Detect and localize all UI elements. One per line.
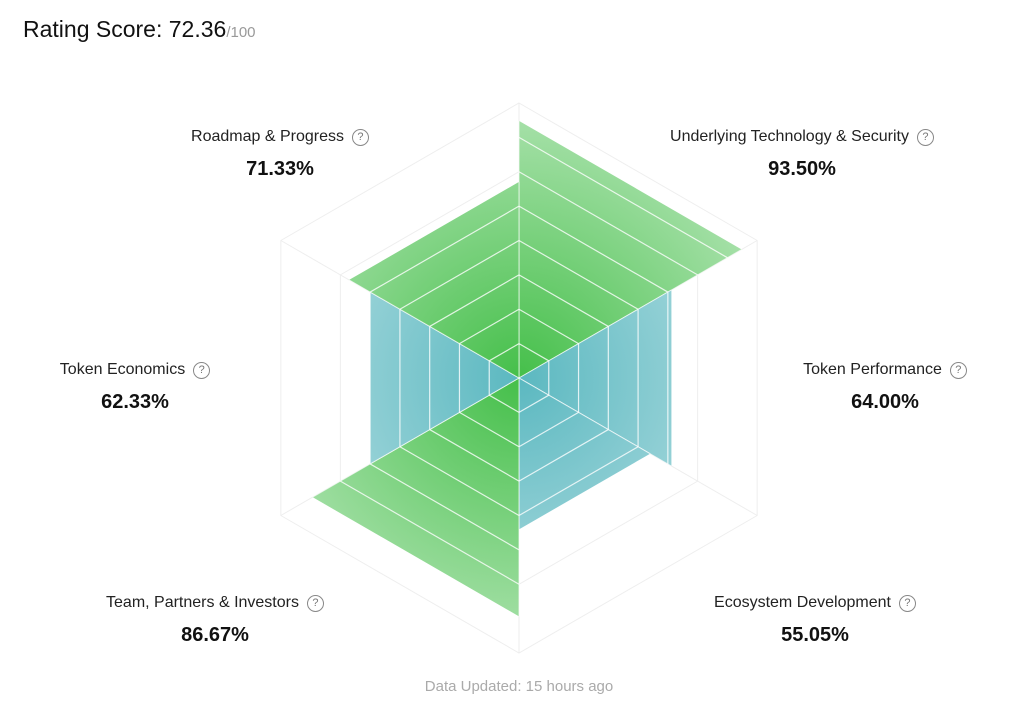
dimension-label: Token Performance? 64.00% bbox=[725, 361, 1024, 414]
dimension-value: 86.67% bbox=[181, 624, 249, 646]
sector-level-line bbox=[340, 480, 520, 585]
dimension-value: 71.33% bbox=[246, 158, 314, 180]
sector-level-line bbox=[399, 239, 520, 310]
help-icon[interactable]: ? bbox=[949, 361, 967, 379]
radar-sector bbox=[519, 290, 672, 466]
help-icon[interactable]: ? bbox=[898, 594, 916, 612]
sector-level-line bbox=[488, 394, 520, 413]
help-icon[interactable]: ? bbox=[306, 594, 324, 612]
sector-level-line bbox=[459, 308, 520, 345]
dimension-label: Underlying Technology & Security? 93.50% bbox=[642, 128, 962, 181]
dimension-value: 93.50% bbox=[768, 158, 836, 180]
sector-level-line bbox=[429, 429, 520, 482]
sector-level-line bbox=[459, 411, 520, 448]
dimension-label: Token Economics? 62.33% bbox=[0, 361, 295, 414]
dimension-name: Token Performance bbox=[803, 361, 942, 378]
sector-level-line bbox=[399, 446, 520, 517]
sector-level-line bbox=[518, 239, 639, 310]
sector-level-line bbox=[518, 205, 669, 293]
sector-level-line bbox=[518, 274, 609, 327]
rating-value: 72.36 bbox=[168, 16, 227, 42]
dimension-label: Ecosystem Development? 55.05% bbox=[655, 594, 975, 647]
sector-edge bbox=[518, 289, 672, 379]
dimension-label: Roadmap & Progress? 71.33% bbox=[120, 128, 440, 181]
sector-level-line bbox=[518, 136, 728, 259]
sector-level-line bbox=[518, 171, 698, 276]
sector-level-line bbox=[518, 411, 579, 448]
dimension-value: 64.00% bbox=[851, 391, 919, 413]
sector-level-line bbox=[488, 343, 520, 362]
dimension-name: Team, Partners & Investors bbox=[106, 594, 299, 611]
sector-level-line bbox=[518, 429, 609, 482]
dimension-value: 55.05% bbox=[781, 624, 849, 646]
sector-level-line bbox=[518, 446, 639, 517]
rating-label: Rating Score: bbox=[23, 16, 169, 42]
help-icon[interactable]: ? bbox=[193, 361, 211, 379]
dimension-name: Token Economics bbox=[59, 361, 186, 378]
sector-level-line bbox=[369, 463, 520, 551]
rating-max: /100 bbox=[226, 24, 256, 41]
rating-score: Rating Score: 72.36/100 bbox=[23, 16, 256, 43]
dimension-name: Ecosystem Development bbox=[714, 594, 891, 611]
sector-level-line bbox=[369, 205, 520, 293]
help-icon[interactable]: ? bbox=[351, 128, 369, 146]
radar-sector bbox=[519, 378, 651, 530]
sector-level-line bbox=[518, 343, 550, 362]
dimension-name: Roadmap & Progress bbox=[191, 128, 344, 145]
sector-level-line bbox=[518, 308, 579, 345]
dimension-name: Underlying Technology & Security bbox=[670, 128, 909, 145]
radar-sector bbox=[519, 120, 742, 378]
sector-level-line bbox=[518, 394, 550, 413]
data-updated: Data Updated: 15 hours ago bbox=[424, 678, 614, 695]
sector-edge bbox=[518, 377, 651, 455]
sector-level-line bbox=[429, 274, 520, 327]
sector-edge bbox=[370, 377, 520, 465]
dimension-label: Team, Partners & Investors? 86.67% bbox=[55, 594, 375, 647]
help-icon[interactable]: ? bbox=[916, 128, 934, 146]
sector-edge bbox=[348, 279, 520, 379]
radar-sector bbox=[312, 378, 519, 617]
radar-sector bbox=[370, 292, 519, 464]
dimension-value: 62.33% bbox=[101, 391, 169, 413]
